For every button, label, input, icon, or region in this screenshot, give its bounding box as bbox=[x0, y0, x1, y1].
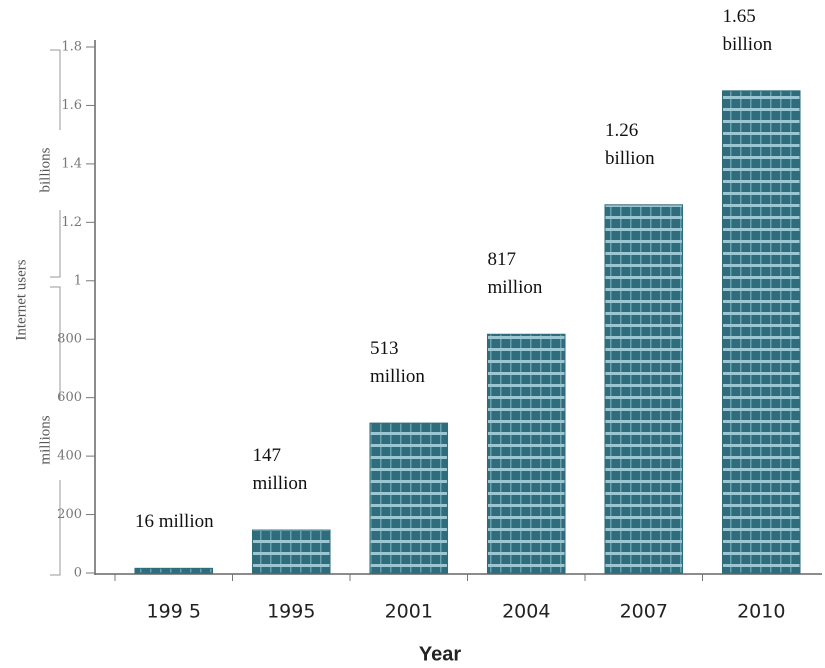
x-tick-label: 2010 bbox=[737, 601, 785, 623]
y-tick-label: 1.4 bbox=[61, 156, 82, 171]
y-tick-label: 0 bbox=[74, 566, 82, 581]
bar bbox=[251, 529, 331, 574]
value-label: 1.65 billion bbox=[722, 5, 773, 55]
bar bbox=[369, 422, 449, 574]
value-label: 1.26 billion bbox=[604, 119, 655, 169]
unit-bracket bbox=[50, 49, 61, 576]
y-axis-title: Internet users bbox=[13, 259, 29, 340]
x-tick-label: 2007 bbox=[620, 601, 668, 623]
bar bbox=[721, 90, 801, 574]
y-tick-label: 800 bbox=[57, 332, 82, 347]
bar bbox=[604, 204, 684, 574]
y-tick-label: 1.8 bbox=[61, 40, 82, 55]
value-label: 147 million bbox=[252, 445, 308, 495]
y-tick-label: 400 bbox=[57, 449, 82, 464]
x-tick-label: 199 5 bbox=[147, 601, 201, 623]
y-tick-label: 1.2 bbox=[61, 215, 82, 230]
y-tick-label: 1 bbox=[74, 273, 82, 288]
value-label: 513 million bbox=[369, 338, 425, 388]
y-tick-label: 1.6 bbox=[61, 98, 82, 113]
x-tick-label: 2001 bbox=[385, 601, 433, 623]
value-label: 817 million bbox=[487, 249, 543, 299]
x-tick-label: 2004 bbox=[502, 601, 550, 623]
y-unit-millions: millions bbox=[37, 415, 53, 464]
value-label: 16 million bbox=[134, 511, 214, 533]
bar bbox=[134, 567, 214, 574]
x-tick-label: 1995 bbox=[267, 601, 315, 623]
bar bbox=[486, 333, 566, 574]
y-tick-label: 200 bbox=[57, 507, 82, 522]
y-unit-billions: billions bbox=[37, 147, 53, 192]
x-axis-title: Year bbox=[419, 643, 461, 665]
y-tick-label: 600 bbox=[57, 390, 82, 405]
